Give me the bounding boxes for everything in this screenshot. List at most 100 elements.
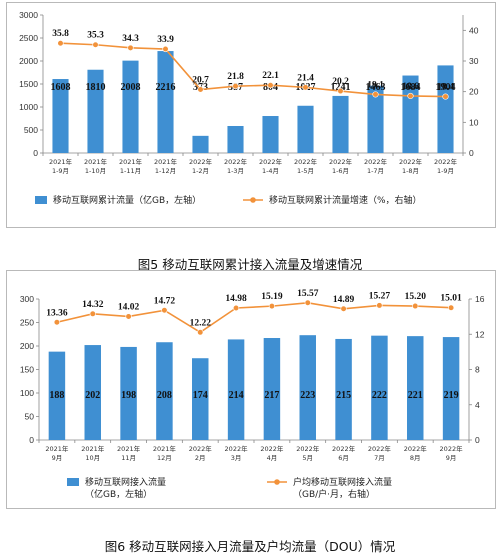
- line-value-label: 15.27: [369, 291, 391, 301]
- legend-swatch-marker: [274, 479, 280, 485]
- x-tick-label-year: 2022年: [364, 157, 388, 166]
- bar-value-label: 1684: [401, 82, 421, 93]
- bar-value-label: 1241: [331, 82, 351, 93]
- line-value-label: 18.6: [402, 82, 419, 92]
- x-tick-label-period: 3月: [231, 454, 242, 462]
- line-point: [53, 319, 61, 326]
- line-point: [267, 82, 274, 89]
- x-tick-label-period: 1-9月: [52, 167, 69, 175]
- bar-value-label: 2008: [121, 82, 141, 93]
- line-point: [161, 307, 168, 314]
- bar: [52, 79, 69, 153]
- line-point: [340, 305, 347, 312]
- right-tick-label: 8: [475, 365, 480, 375]
- figure-6-caption: 图6 移动互联网接入月流量及户均流量（DOU）情况: [104, 539, 396, 554]
- line-point: [302, 84, 309, 91]
- bar: [297, 105, 314, 153]
- line-value-label: 20.2: [332, 77, 349, 87]
- x-tick-label-period: 1-2月: [192, 167, 209, 175]
- bar-value-label: 208: [157, 390, 172, 401]
- x-tick-label-period: 1-8月: [402, 167, 419, 175]
- x-tick-label-year: 2022年: [368, 444, 392, 453]
- bar-value-label: 188: [49, 390, 64, 401]
- bar: [192, 358, 209, 440]
- line-point: [162, 45, 169, 53]
- right-tick-label: 16: [475, 294, 485, 304]
- legend-label-bar: 移动互联网累计流量（亿GB，左轴）: [53, 194, 201, 206]
- bar: [335, 338, 352, 440]
- x-tick-label-period: 1-10月: [85, 167, 106, 175]
- bar: [262, 116, 279, 153]
- line-value-label: 12.22: [190, 318, 212, 328]
- x-tick-label-period: 2月: [195, 454, 206, 462]
- legend: 移动互联网接入流量（亿GB，左轴） 户均移动互联网接入流量（GB/户·月，右轴）: [67, 476, 392, 500]
- bar-value-label: 198: [121, 390, 136, 401]
- x-tick-label-year: 2021年: [49, 157, 73, 166]
- right-tick-label: 30: [469, 56, 479, 66]
- right-tick-label: 12: [475, 329, 485, 339]
- bar: [122, 60, 139, 153]
- x-tick-label-year: 2022年: [189, 157, 213, 166]
- right-tick-label: 0: [475, 435, 480, 445]
- line-value-label: 35.8: [52, 29, 69, 39]
- bar-value-label: 1904: [436, 82, 456, 93]
- legend-label-line: 户均移动互联网接入流量: [293, 476, 392, 488]
- bar: [332, 95, 349, 153]
- x-tick-label-year: 2022年: [294, 157, 318, 166]
- x-tick-label-year: 2021年: [117, 444, 141, 453]
- line-point: [372, 91, 379, 98]
- legend-label-line: 移动互联网累计流量增速（%，右轴）: [269, 194, 422, 206]
- bar: [48, 351, 66, 440]
- bar-value-label: 1810: [86, 82, 106, 93]
- x-tick-label-period: 1-11月: [120, 167, 141, 175]
- bar: [367, 85, 384, 153]
- line-value-label: 22.1: [262, 71, 279, 81]
- left-tick-label: 2500: [19, 33, 38, 43]
- cumulative-traffic-chart: 0500100015002000250030000102030402021年1-…: [19, 10, 479, 206]
- x-tick-label-period: 4月: [267, 454, 278, 462]
- line-value-label: 15.01: [440, 294, 462, 304]
- bar: [227, 125, 244, 153]
- bar-value-label: 2216: [156, 82, 176, 93]
- bar: [437, 65, 454, 153]
- x-tick-label-year: 2021年: [45, 444, 69, 453]
- line-point: [127, 44, 134, 51]
- line-value-label: 21.4: [297, 73, 314, 83]
- line-value-label: 14.02: [118, 302, 140, 312]
- x-tick-label-year: 2022年: [189, 444, 213, 453]
- right-tick-label: 10: [469, 117, 479, 127]
- line-value-label: 19.1: [367, 80, 384, 90]
- bar-value-label: 217: [264, 390, 279, 401]
- x-tick-label-period: 12月: [157, 454, 172, 462]
- bar-value-label: 215: [336, 390, 351, 401]
- x-tick-label-period: 1-5月: [297, 167, 314, 175]
- x-tick-label-period: 7月: [374, 454, 385, 462]
- line-point: [304, 299, 311, 306]
- line-value-label: 33.9: [157, 35, 174, 45]
- x-tick-label-year: 2021年: [81, 444, 105, 453]
- bar-value-label: 219: [444, 390, 459, 401]
- bar: [156, 342, 173, 440]
- left-tick-label: 1000: [19, 102, 38, 112]
- left-tick-label: 500: [24, 125, 38, 135]
- x-tick-label-period: 10月: [85, 454, 100, 462]
- x-tick-label-year: 2022年: [404, 444, 428, 453]
- left-tick-label: 1500: [19, 79, 38, 89]
- x-tick-label-year: 2021年: [153, 444, 177, 453]
- bar-value-label: 202: [85, 390, 100, 401]
- x-tick-label-period: 9月: [446, 454, 457, 462]
- chart-panel-monthly: 0 50 100 150 200 250 300 0 4 8 12 16 2021年 9月 2021年 10月…: [6, 270, 496, 509]
- x-tick-label-year: 2022年: [225, 444, 249, 453]
- bar-value-label: 221: [408, 390, 423, 401]
- x-tick-label-period: 8月: [410, 454, 421, 462]
- bar: [87, 69, 104, 153]
- left-tick-label: 250: [20, 318, 34, 328]
- line-point: [412, 302, 419, 310]
- x-tick-label-period: 9月: [52, 454, 63, 462]
- legend-label-line: （GB/户·月，右轴）: [293, 488, 375, 500]
- bar: [371, 335, 388, 440]
- line-value-label: 35.3: [87, 31, 104, 41]
- line-value-label: 14.32: [82, 300, 104, 310]
- left-tick-label: 200: [20, 341, 34, 351]
- bar-value-label: 174: [193, 390, 208, 401]
